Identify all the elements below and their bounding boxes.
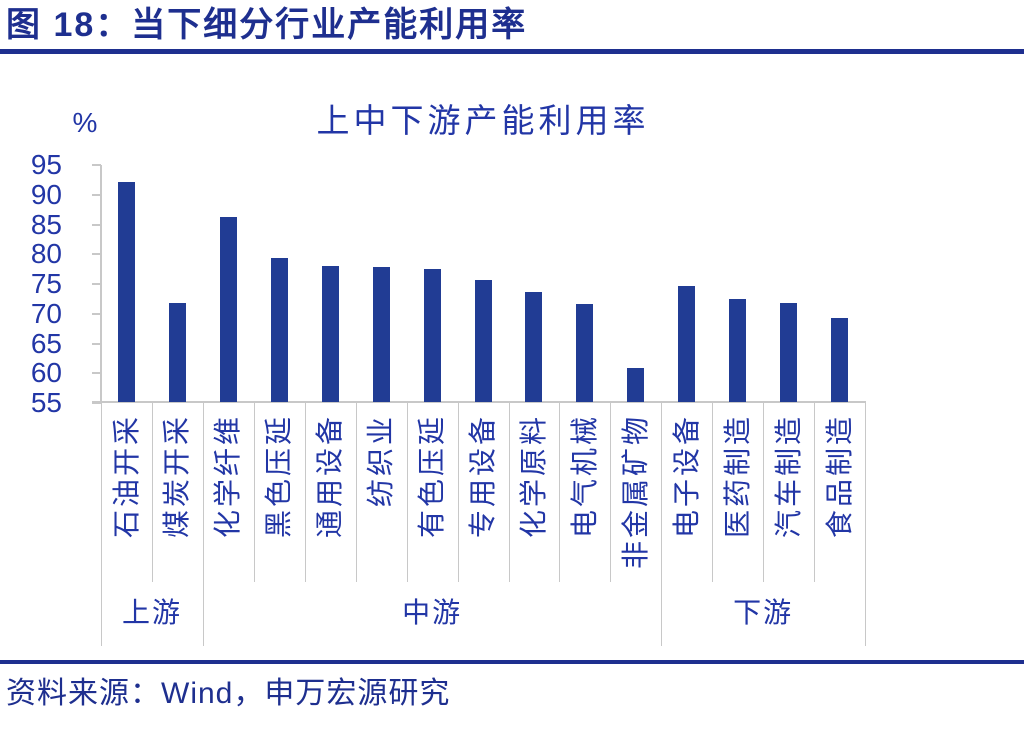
footer-divider [0, 660, 1024, 664]
category-separator [814, 403, 816, 582]
y-axis-unit-label: % [72, 107, 98, 138]
figure-title: 图 18：当下细分行业产能利用率 [6, 6, 528, 44]
group-cell: 上游 [101, 583, 203, 646]
chart-title: 上中下游产能利用率 [316, 102, 650, 139]
category-label: 医药制造 [721, 414, 753, 539]
y-axis-tick [92, 402, 101, 404]
bar [270, 258, 288, 402]
category-label: 化学原料 [518, 414, 549, 539]
category-cell: 电气机械 [559, 404, 610, 583]
bar [780, 303, 798, 402]
bar [729, 298, 747, 402]
y-tick-label: 85 [30, 208, 62, 240]
bar [168, 303, 186, 402]
category-cell: 通用设备 [305, 404, 356, 583]
bar [678, 286, 696, 402]
category-label: 电气机械 [568, 414, 600, 539]
bar [576, 303, 594, 402]
category-cell: 专用设备 [458, 404, 509, 583]
group-separator [865, 403, 866, 646]
y-tick-label: 65 [30, 327, 62, 359]
category-cell: 有色压延 [407, 404, 458, 583]
y-tick-label: 95 [30, 149, 62, 180]
category-separator [253, 403, 255, 582]
bar [118, 181, 135, 402]
category-separator [712, 403, 714, 582]
title-divider [0, 49, 1024, 54]
category-separator [151, 403, 153, 582]
y-axis-tick [92, 372, 101, 375]
category-label: 黑色压延 [263, 414, 295, 539]
category-cell: 化学纤维 [203, 404, 254, 583]
category-separator [559, 403, 561, 582]
category-label: 纺织业 [365, 414, 397, 508]
category-cell: 医药制造 [712, 404, 763, 583]
group-label: 下游 [733, 597, 794, 628]
bar [627, 367, 645, 402]
y-tick-label: 80 [30, 238, 62, 270]
y-axis-tick [92, 342, 101, 345]
category-separator [355, 403, 357, 582]
category-cell: 黑色压延 [254, 404, 305, 583]
category-cell: 纺织业 [356, 404, 407, 583]
y-axis-tick [92, 223, 101, 226]
y-tick-label: 70 [30, 297, 62, 329]
category-label: 石油开采 [110, 414, 142, 539]
group-label: 中游 [402, 597, 463, 628]
category-separator [610, 403, 612, 582]
category-label: 专用设备 [467, 414, 498, 539]
y-tick-label: 55 [30, 387, 62, 418]
group-separator [661, 403, 663, 646]
group-separator [101, 403, 102, 646]
y-axis-tick [92, 312, 101, 315]
category-separator [508, 403, 510, 582]
category-cell: 化学原料 [509, 404, 560, 583]
y-axis-tick [92, 253, 101, 256]
category-label: 食品制造 [823, 414, 855, 539]
category-label: 非金属矿物 [619, 414, 651, 570]
bar [372, 267, 390, 402]
bar [321, 266, 339, 402]
category-label: 汽车制造 [772, 414, 804, 539]
category-label: 有色压延 [416, 414, 448, 539]
bar [831, 317, 848, 402]
category-label: 通用设备 [314, 414, 346, 539]
category-separator [304, 403, 306, 582]
category-separator [457, 403, 459, 582]
category-label: 化学纤维 [212, 414, 244, 539]
category-separator [406, 403, 408, 582]
category-separator [763, 403, 765, 582]
category-cell: 石油开采 [101, 404, 152, 583]
x-axis-line [92, 401, 866, 403]
y-axis-tick [92, 164, 101, 166]
bar [474, 280, 492, 402]
y-tick-label: 90 [30, 178, 62, 210]
category-cell: 食品制造 [814, 404, 865, 583]
group-separator [202, 403, 204, 646]
source-note: 资料来源：Wind，申万宏源研究 [6, 677, 451, 710]
category-label: 电子设备 [670, 414, 702, 539]
bar [423, 268, 441, 402]
category-cell: 电子设备 [661, 404, 712, 583]
group-cell: 中游 [203, 583, 661, 646]
category-cell: 汽车制造 [763, 404, 814, 583]
y-axis-tick [92, 283, 101, 285]
category-cell: 煤炭开采 [152, 404, 203, 583]
group-label: 上游 [121, 597, 182, 628]
category-cell: 非金属矿物 [610, 404, 661, 583]
bar [525, 292, 543, 402]
y-axis-line [100, 165, 102, 403]
category-label: 煤炭开采 [161, 414, 193, 539]
group-cell: 下游 [661, 583, 865, 646]
bar [219, 216, 237, 402]
y-axis-tick [92, 193, 101, 196]
y-tick-label: 60 [30, 357, 62, 389]
y-tick-label: 75 [30, 268, 62, 299]
